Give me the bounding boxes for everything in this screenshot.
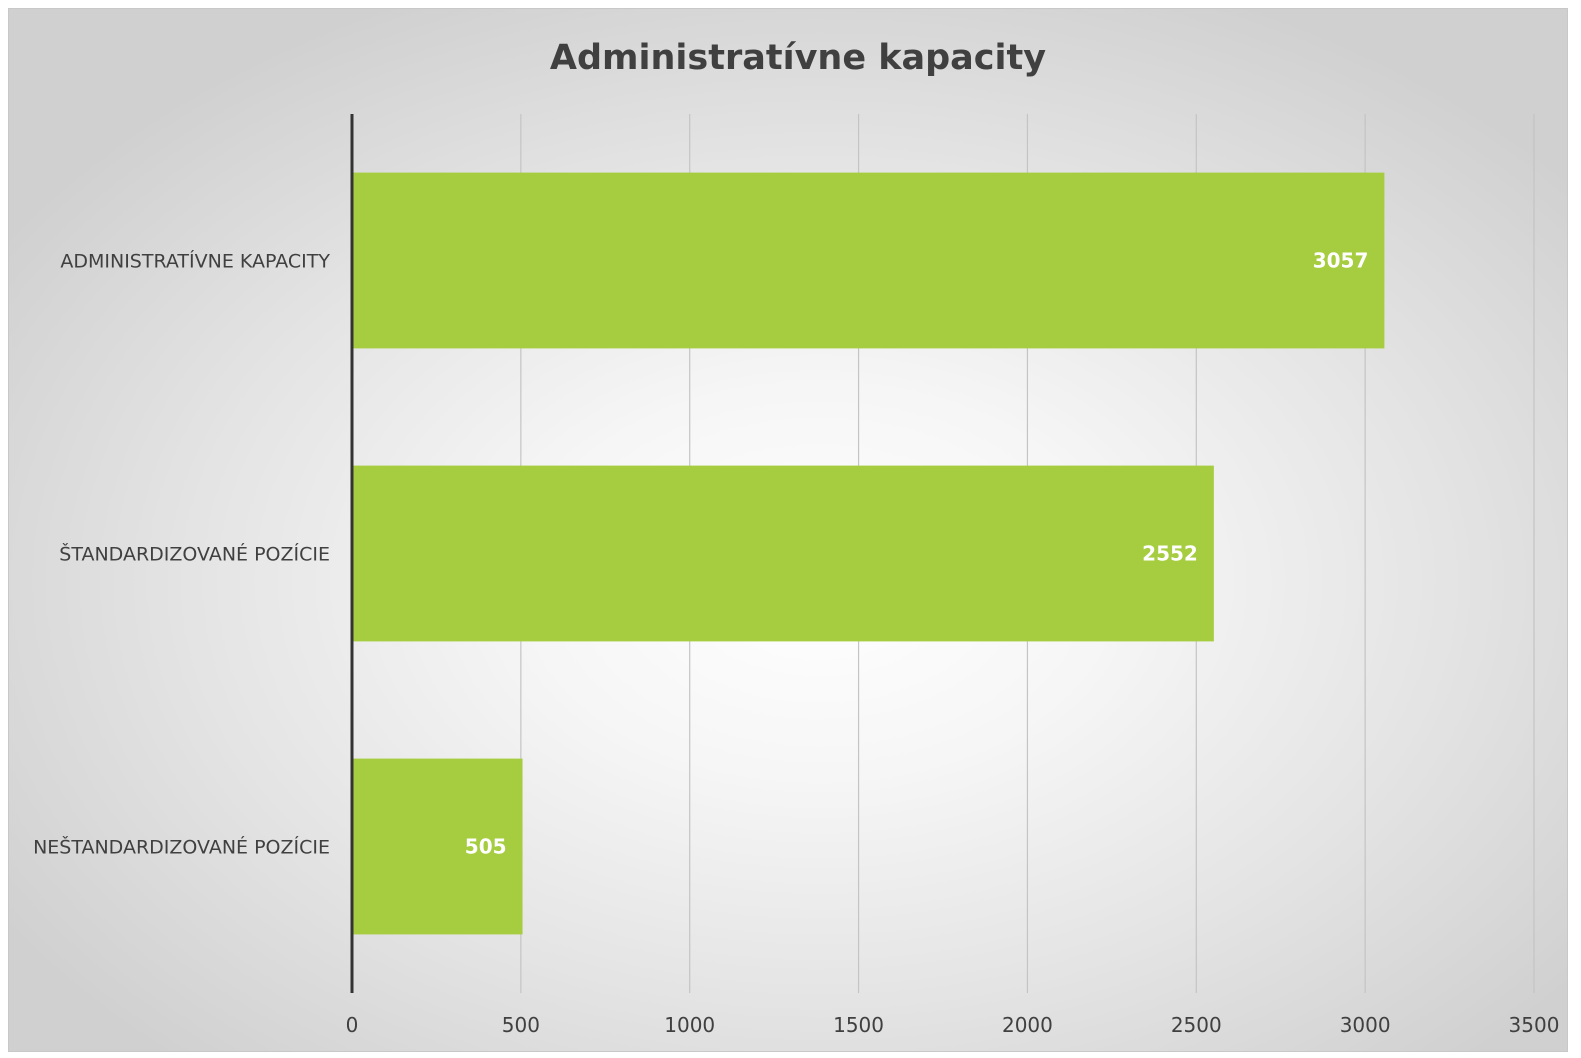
x-tick-label: 500 <box>502 1013 540 1037</box>
category-label: NEŠTANDARDIZOVANÉ POZÍCIE <box>33 835 330 859</box>
bars <box>352 172 1385 935</box>
x-tick-label: 0 <box>346 1013 359 1037</box>
bar <box>352 172 1385 349</box>
data-label: 2552 <box>1142 542 1198 566</box>
chart-title: Administratívne kapacity <box>550 38 1046 78</box>
x-tick-label: 3500 <box>1509 1013 1560 1037</box>
category-labels: ADMINISTRATÍVNE KAPACITY ŠTANDARDIZOVANÉ … <box>33 250 330 859</box>
data-label: 505 <box>465 835 507 859</box>
x-tick-label: 1000 <box>664 1013 715 1037</box>
x-tick-label: 2500 <box>1171 1013 1222 1037</box>
data-labels: 3057 2552 505 <box>465 249 1369 859</box>
bar <box>352 465 1214 642</box>
x-tick-label: 2000 <box>1002 1013 1053 1037</box>
data-label: 3057 <box>1313 249 1369 273</box>
category-label: ŠTANDARDIZOVANÉ POZÍCIE <box>59 542 330 566</box>
x-tick-label: 1500 <box>833 1013 884 1037</box>
bar-chart: Administratívne kapacity 3057 2552 505 ADM… <box>33 38 1560 1037</box>
bar <box>352 758 523 935</box>
x-axis-ticks: 0 500 1000 1500 2000 2500 3000 3500 <box>346 1013 1560 1037</box>
x-tick-label: 3000 <box>1340 1013 1391 1037</box>
category-label: ADMINISTRATÍVNE KAPACITY <box>60 250 330 273</box>
chart-frame: Administratívne kapacity 3057 2552 505 ADM… <box>8 8 1568 1052</box>
